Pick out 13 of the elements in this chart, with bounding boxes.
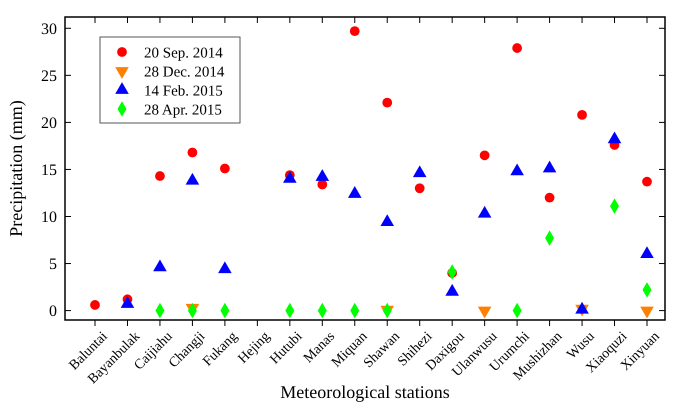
y-tick-label: 25 (41, 68, 57, 85)
y-axis-title: Precipitation (mm) (6, 100, 26, 237)
legend-label: 14 Feb. 2015 (144, 83, 223, 100)
y-tick-label: 15 (41, 162, 57, 180)
y-tick-label: 0 (49, 303, 57, 320)
legend-label: 20 Sep. 2014 (144, 45, 224, 62)
y-tick-label: 30 (41, 20, 57, 38)
x-axis-title: Meteorological stations (280, 382, 450, 402)
y-tick-label: 10 (41, 209, 57, 226)
y-tick-label: 5 (49, 256, 57, 274)
y-tick-label: 20 (41, 114, 57, 132)
legend-label: 28 Apr. 2015 (144, 102, 222, 118)
legend-label: 28 Dec. 2014 (144, 64, 225, 80)
